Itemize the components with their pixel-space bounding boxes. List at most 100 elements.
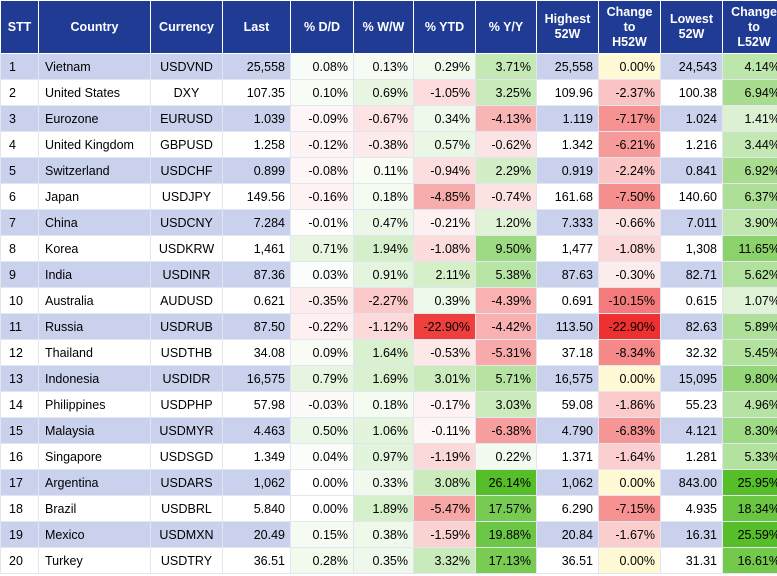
- table-row: 10 Australia AUDUSD 0.621 -0.35% -2.27% 0.39% -…: [0, 287, 777, 314]
- cell-last: 0.621: [222, 287, 291, 314]
- cell-currency: DXY: [150, 79, 223, 106]
- header-lowest-52w-line2: 52W: [678, 27, 705, 41]
- cell-last: 7.284: [222, 209, 291, 236]
- cell-country: Singapore: [38, 443, 151, 470]
- cell-stt: 13: [0, 365, 39, 392]
- cell-lowest-52w: 55.23: [660, 391, 723, 418]
- cell-currency: USDMYR: [150, 417, 223, 444]
- cell-currency: USDBRL: [150, 495, 223, 522]
- cell-change-h52w: 0.00%: [598, 365, 661, 392]
- cell-change-h52w: -10.15%: [598, 287, 661, 314]
- cell-dd: 0.28%: [290, 547, 354, 574]
- header-lowest-52w-line1: Lowest: [669, 12, 714, 26]
- header-ww: % W/W: [353, 0, 414, 54]
- cell-ww: 0.69%: [353, 79, 414, 106]
- cell-last: 87.50: [222, 313, 291, 340]
- cell-ytd: -1.59%: [413, 521, 476, 548]
- cell-change-l52w: 25.95%: [722, 469, 777, 496]
- cell-stt: 3: [0, 105, 39, 132]
- cell-highest-52w: 37.18: [536, 339, 599, 366]
- cell-yy: 2.29%: [475, 157, 537, 184]
- cell-country: Brazil: [38, 495, 151, 522]
- cell-yy: 1.20%: [475, 209, 537, 236]
- cell-yy: -0.62%: [475, 131, 537, 158]
- cell-highest-52w: 36.51: [536, 547, 599, 574]
- cell-stt: 12: [0, 339, 39, 366]
- cell-yy: -0.74%: [475, 183, 537, 210]
- cell-highest-52w: 161.68: [536, 183, 599, 210]
- cell-last: 36.51: [222, 547, 291, 574]
- table-row: 6 Japan USDJPY 149.56 -0.16% 0.18% -4.85% -0.74…: [0, 183, 777, 210]
- cell-stt: 20: [0, 547, 39, 574]
- cell-last: 16,575: [222, 365, 291, 392]
- cell-last: 1.258: [222, 131, 291, 158]
- cell-yy: 19.88%: [475, 521, 537, 548]
- cell-change-h52w: -0.30%: [598, 261, 661, 288]
- cell-change-h52w: -6.83%: [598, 417, 661, 444]
- cell-currency: USDTRY: [150, 547, 223, 574]
- cell-last: 57.98: [222, 391, 291, 418]
- cell-stt: 18: [0, 495, 39, 522]
- cell-ytd: 3.01%: [413, 365, 476, 392]
- cell-lowest-52w: 4.121: [660, 417, 723, 444]
- cell-stt: 5: [0, 157, 39, 184]
- cell-last: 1,062: [222, 469, 291, 496]
- header-change-to-l52w-line3: L52W: [737, 34, 771, 49]
- table-row: 13 Indonesia USDIDR 16,575 0.79% 1.69% 3.01% 5.…: [0, 365, 777, 392]
- cell-change-h52w: -8.34%: [598, 339, 661, 366]
- header-change-to-h52w: Change to H52W: [598, 0, 661, 54]
- cell-stt: 16: [0, 443, 39, 470]
- cell-highest-52w: 1,477: [536, 235, 599, 262]
- header-change-to-l52w-line1: Change: [731, 4, 777, 19]
- cell-lowest-52w: 1,308: [660, 235, 723, 262]
- cell-change-l52w: 16.61%: [722, 547, 777, 574]
- cell-dd: -0.09%: [290, 105, 354, 132]
- table-row: 14 Philippines USDPHP 57.98 -0.03% 0.18% -0.17…: [0, 391, 777, 418]
- cell-change-h52w: -6.21%: [598, 131, 661, 158]
- table-row: 2 United States DXY 107.35 0.10% 0.69% -1.05% 3…: [0, 79, 777, 106]
- cell-lowest-52w: 1.024: [660, 105, 723, 132]
- header-change-to-h52w-line1: Change: [606, 4, 653, 19]
- header-dd: % D/D: [290, 0, 354, 54]
- cell-dd: 0.00%: [290, 469, 354, 496]
- cell-yy: 3.25%: [475, 79, 537, 106]
- cell-lowest-52w: 24,543: [660, 53, 723, 80]
- cell-currency: AUDUSD: [150, 287, 223, 314]
- cell-lowest-52w: 7.011: [660, 209, 723, 236]
- cell-country: Mexico: [38, 521, 151, 548]
- header-highest-52w: Highest 52W: [536, 0, 599, 54]
- cell-highest-52w: 0.691: [536, 287, 599, 314]
- cell-country: United States: [38, 79, 151, 106]
- cell-lowest-52w: 843.00: [660, 469, 723, 496]
- cell-country: Argentina: [38, 469, 151, 496]
- cell-dd: 0.08%: [290, 53, 354, 80]
- cell-change-l52w: 11.65%: [722, 235, 777, 262]
- cell-dd: 0.03%: [290, 261, 354, 288]
- cell-ww: 1.69%: [353, 365, 414, 392]
- cell-dd: 0.15%: [290, 521, 354, 548]
- table-row: 18 Brazil USDBRL 5.840 0.00% 1.89% -5.47% 17.57…: [0, 495, 777, 522]
- cell-highest-52w: 0.919: [536, 157, 599, 184]
- cell-dd: 0.79%: [290, 365, 354, 392]
- cell-country: Philippines: [38, 391, 151, 418]
- cell-yy: 3.03%: [475, 391, 537, 418]
- cell-change-h52w: -1.64%: [598, 443, 661, 470]
- cell-change-l52w: 5.62%: [722, 261, 777, 288]
- cell-change-l52w: 5.33%: [722, 443, 777, 470]
- cell-dd: 0.04%: [290, 443, 354, 470]
- cell-highest-52w: 87.63: [536, 261, 599, 288]
- cell-last: 1.039: [222, 105, 291, 132]
- cell-highest-52w: 7.333: [536, 209, 599, 236]
- cell-change-l52w: 4.96%: [722, 391, 777, 418]
- cell-country: United Kingdom: [38, 131, 151, 158]
- cell-last: 1.349: [222, 443, 291, 470]
- table-row: 9 India USDINR 87.36 0.03% 0.91% 2.11% 5.38% 87.…: [0, 261, 777, 288]
- cell-change-l52w: 8.30%: [722, 417, 777, 444]
- cell-change-l52w: 9.80%: [722, 365, 777, 392]
- cell-stt: 7: [0, 209, 39, 236]
- cell-ww: 0.18%: [353, 183, 414, 210]
- cell-highest-52w: 113.50: [536, 313, 599, 340]
- cell-last: 107.35: [222, 79, 291, 106]
- cell-highest-52w: 1.371: [536, 443, 599, 470]
- cell-dd: 0.09%: [290, 339, 354, 366]
